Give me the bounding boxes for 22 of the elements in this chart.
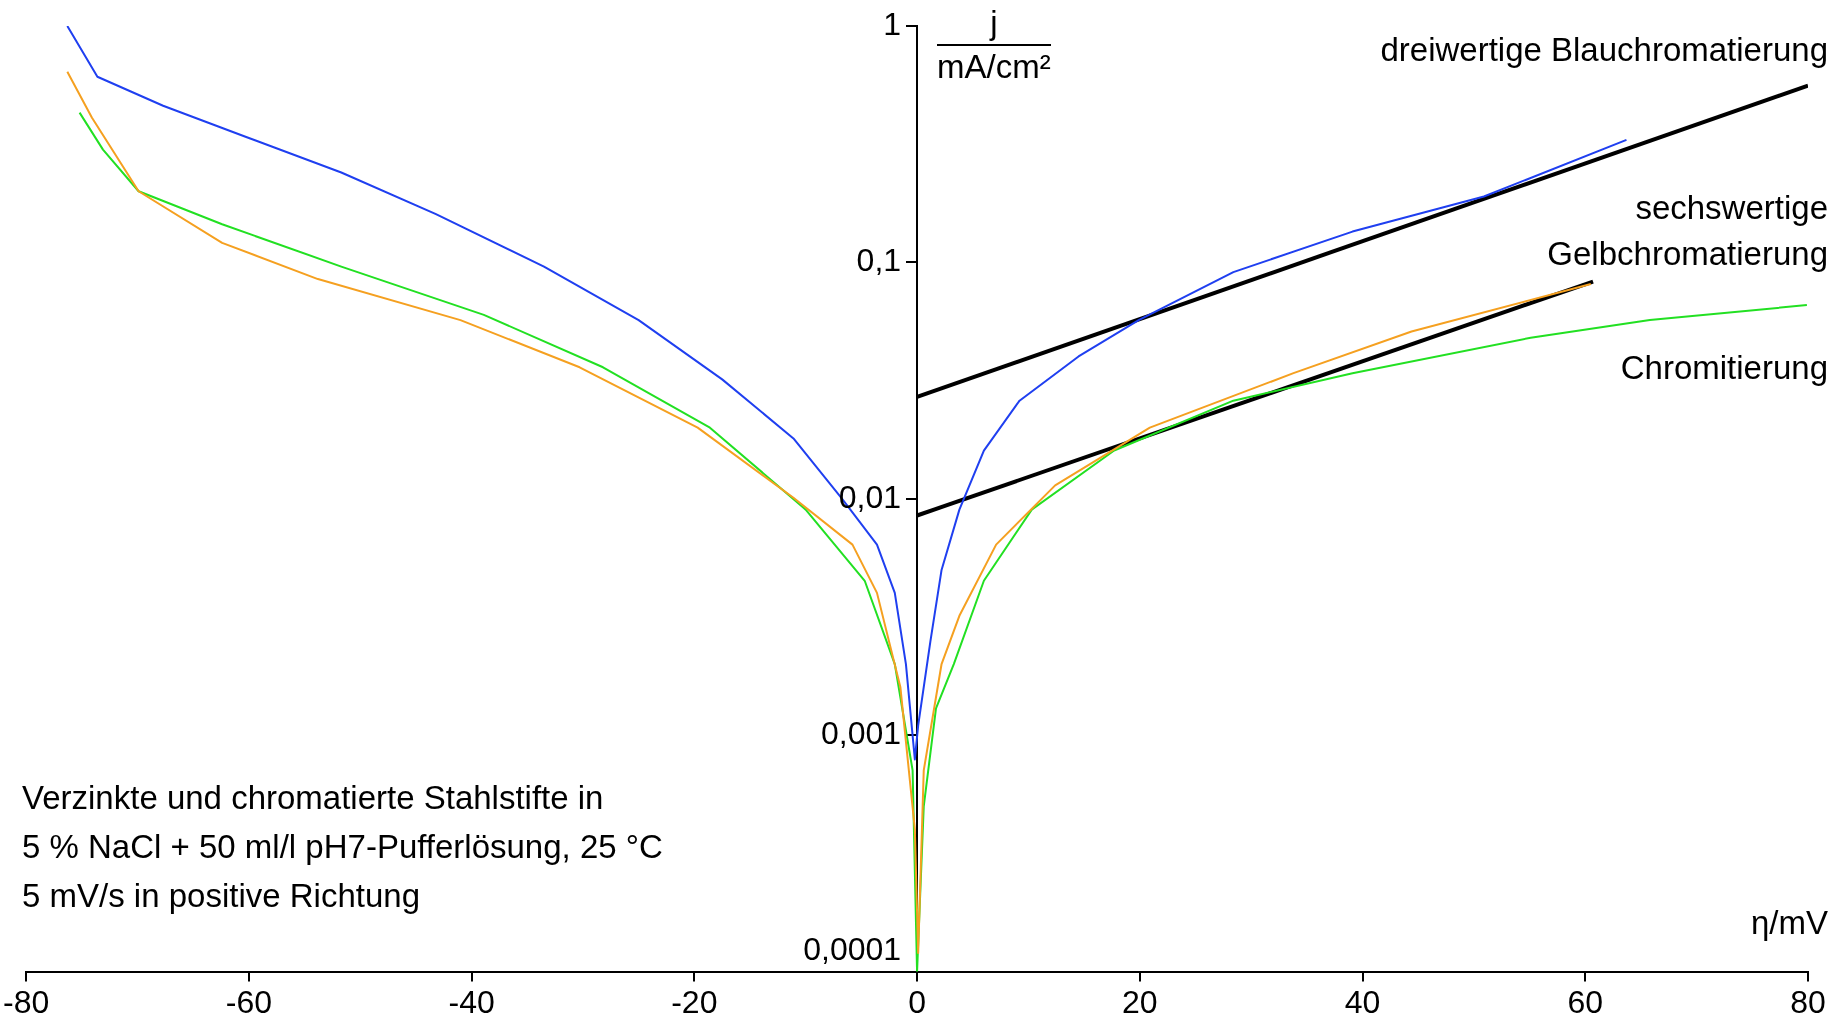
y-tick-label: 0,0001 [803, 931, 902, 968]
series-label: Chromitierung [1620, 349, 1828, 387]
y-tick-label: 1 [883, 5, 902, 42]
x-tick-label: 20 [1122, 983, 1158, 1020]
y-axis-title: j mA/cm² [937, 4, 1051, 86]
x-tick-label: 60 [1567, 983, 1604, 1020]
x-tick-label: -20 [671, 983, 718, 1020]
annotation: 5 mV/s in positive Richtung [22, 877, 421, 915]
y-tick-label: 0,01 [838, 478, 902, 515]
x-tick-label: -40 [448, 983, 495, 1020]
x-tick-label: 0 [908, 983, 926, 1020]
annotation: Verzinkte und chromatierte Stahlstifte in [22, 779, 604, 817]
y-tick-label: 0,1 [856, 242, 902, 279]
x-tick-label: -60 [225, 983, 272, 1020]
series-label: sechswertige Gelbchromatierung [1547, 189, 1828, 273]
text: dreiwertige Blauchromatierung [1380, 31, 1828, 69]
x-tick-label: 80 [1790, 983, 1826, 1020]
x-tick-label: -80 [3, 983, 50, 1020]
x-tick-label: 40 [1344, 983, 1381, 1020]
y-tick-label: 0,001 [820, 715, 902, 752]
annotation: 5 % NaCl + 50 ml/l pH7-Pufferlösung, 25 °C [22, 828, 663, 866]
x-axis-title: η/mV [1750, 904, 1828, 942]
